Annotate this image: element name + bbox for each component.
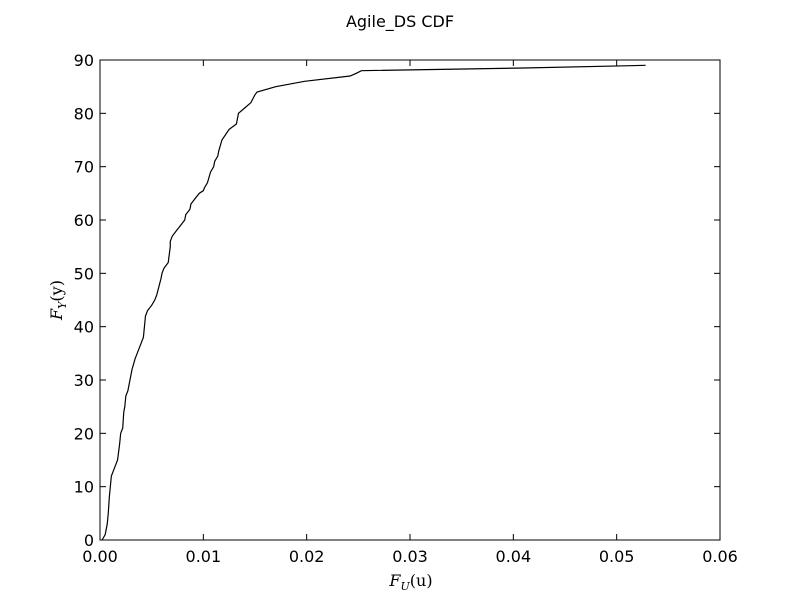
plot-frame bbox=[99, 59, 721, 541]
y-axis-label-sub: Y bbox=[56, 300, 69, 309]
x-axis-label-main: F bbox=[388, 571, 401, 590]
y-tick-label: 80 bbox=[74, 104, 94, 123]
x-tick-label: 0.04 bbox=[496, 547, 532, 566]
y-axis-ticks: 0 10 20 30 40 50 60 70 80 90 bbox=[74, 51, 720, 550]
x-tick-label: 0.05 bbox=[599, 547, 635, 566]
cdf-line bbox=[101, 64, 646, 541]
y-tick-label: 70 bbox=[74, 158, 94, 177]
x-tick-label: 0.00 bbox=[82, 547, 118, 566]
y-tick-label: 0 bbox=[84, 531, 94, 550]
y-tick-label: 30 bbox=[74, 371, 94, 390]
y-axis-label-arg: (y) bbox=[47, 280, 66, 302]
y-tick-label: 10 bbox=[74, 478, 94, 497]
y-tick-label: 60 bbox=[74, 211, 94, 230]
x-tick-label: 0.03 bbox=[392, 547, 428, 566]
y-tick-label: 40 bbox=[74, 318, 94, 337]
chart-title: Agile_DS CDF bbox=[346, 12, 454, 32]
y-tick-label: 20 bbox=[74, 424, 94, 443]
y-tick-label: 90 bbox=[74, 51, 94, 70]
x-tick-label: 0.06 bbox=[702, 547, 738, 566]
y-axis-label: FY(y) bbox=[47, 280, 69, 321]
x-tick-label: 0.01 bbox=[186, 547, 222, 566]
x-axis-ticks: 0.00 0.01 0.02 0.03 0.04 0.05 0.06 bbox=[82, 60, 738, 566]
y-tick-label: 50 bbox=[74, 264, 94, 283]
x-axis-label-sub: U bbox=[401, 580, 411, 593]
y-axis-label-main: F bbox=[47, 308, 66, 321]
x-tick-label: 0.02 bbox=[289, 547, 325, 566]
x-axis-label: FU(u) bbox=[388, 571, 432, 593]
x-axis-label-arg: (u) bbox=[410, 571, 433, 590]
